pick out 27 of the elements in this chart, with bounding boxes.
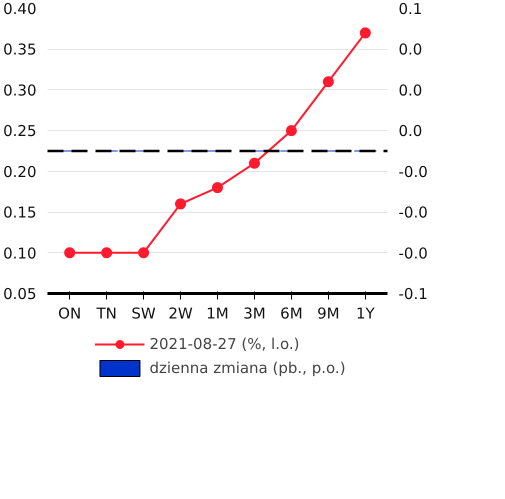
y2-tick-label: 0.0 xyxy=(398,81,422,100)
y-tick-label: 0.40 xyxy=(3,0,37,18)
y2-tick-label: -0.0 xyxy=(398,244,428,262)
y2-tick-label: 0.0 xyxy=(398,40,422,59)
x-tick-label: ON xyxy=(58,304,82,322)
legend-label: dzienna zmiana (pb., p.o.) xyxy=(149,359,346,377)
y-tick-label: 0.15 xyxy=(3,204,37,222)
x-tick-label: 2W xyxy=(168,304,193,322)
y2-tick-label: -0.0 xyxy=(398,204,428,222)
legend-label: 2021-08-27 (%, l.o.) xyxy=(149,335,300,353)
x-tick-label: TN xyxy=(95,304,117,322)
x-tick-label: 9M xyxy=(317,304,340,322)
y2-tick-label: 0.0 xyxy=(398,122,422,140)
y-tick-label: 0.05 xyxy=(3,285,37,303)
y-tick-label: 0.10 xyxy=(3,244,37,262)
y-tick-label: 0.25 xyxy=(3,122,37,140)
y-tick-label: 0.30 xyxy=(3,81,37,100)
y2-tick-label: 0.1 xyxy=(398,0,422,18)
y-tick-label: 0.35 xyxy=(3,40,37,59)
x-tick-label: SW xyxy=(131,304,156,322)
y-tick-label: 0.20 xyxy=(3,162,37,181)
x-tick-label: 6M xyxy=(280,304,303,322)
x-tick-label: 1M xyxy=(206,304,229,322)
x-tick-label: 1Y xyxy=(356,304,376,322)
y2-tick-label: -0.0 xyxy=(398,162,428,181)
y2-tick-label: -0.1 xyxy=(398,285,428,303)
x-tick-label: 3M xyxy=(243,304,266,322)
